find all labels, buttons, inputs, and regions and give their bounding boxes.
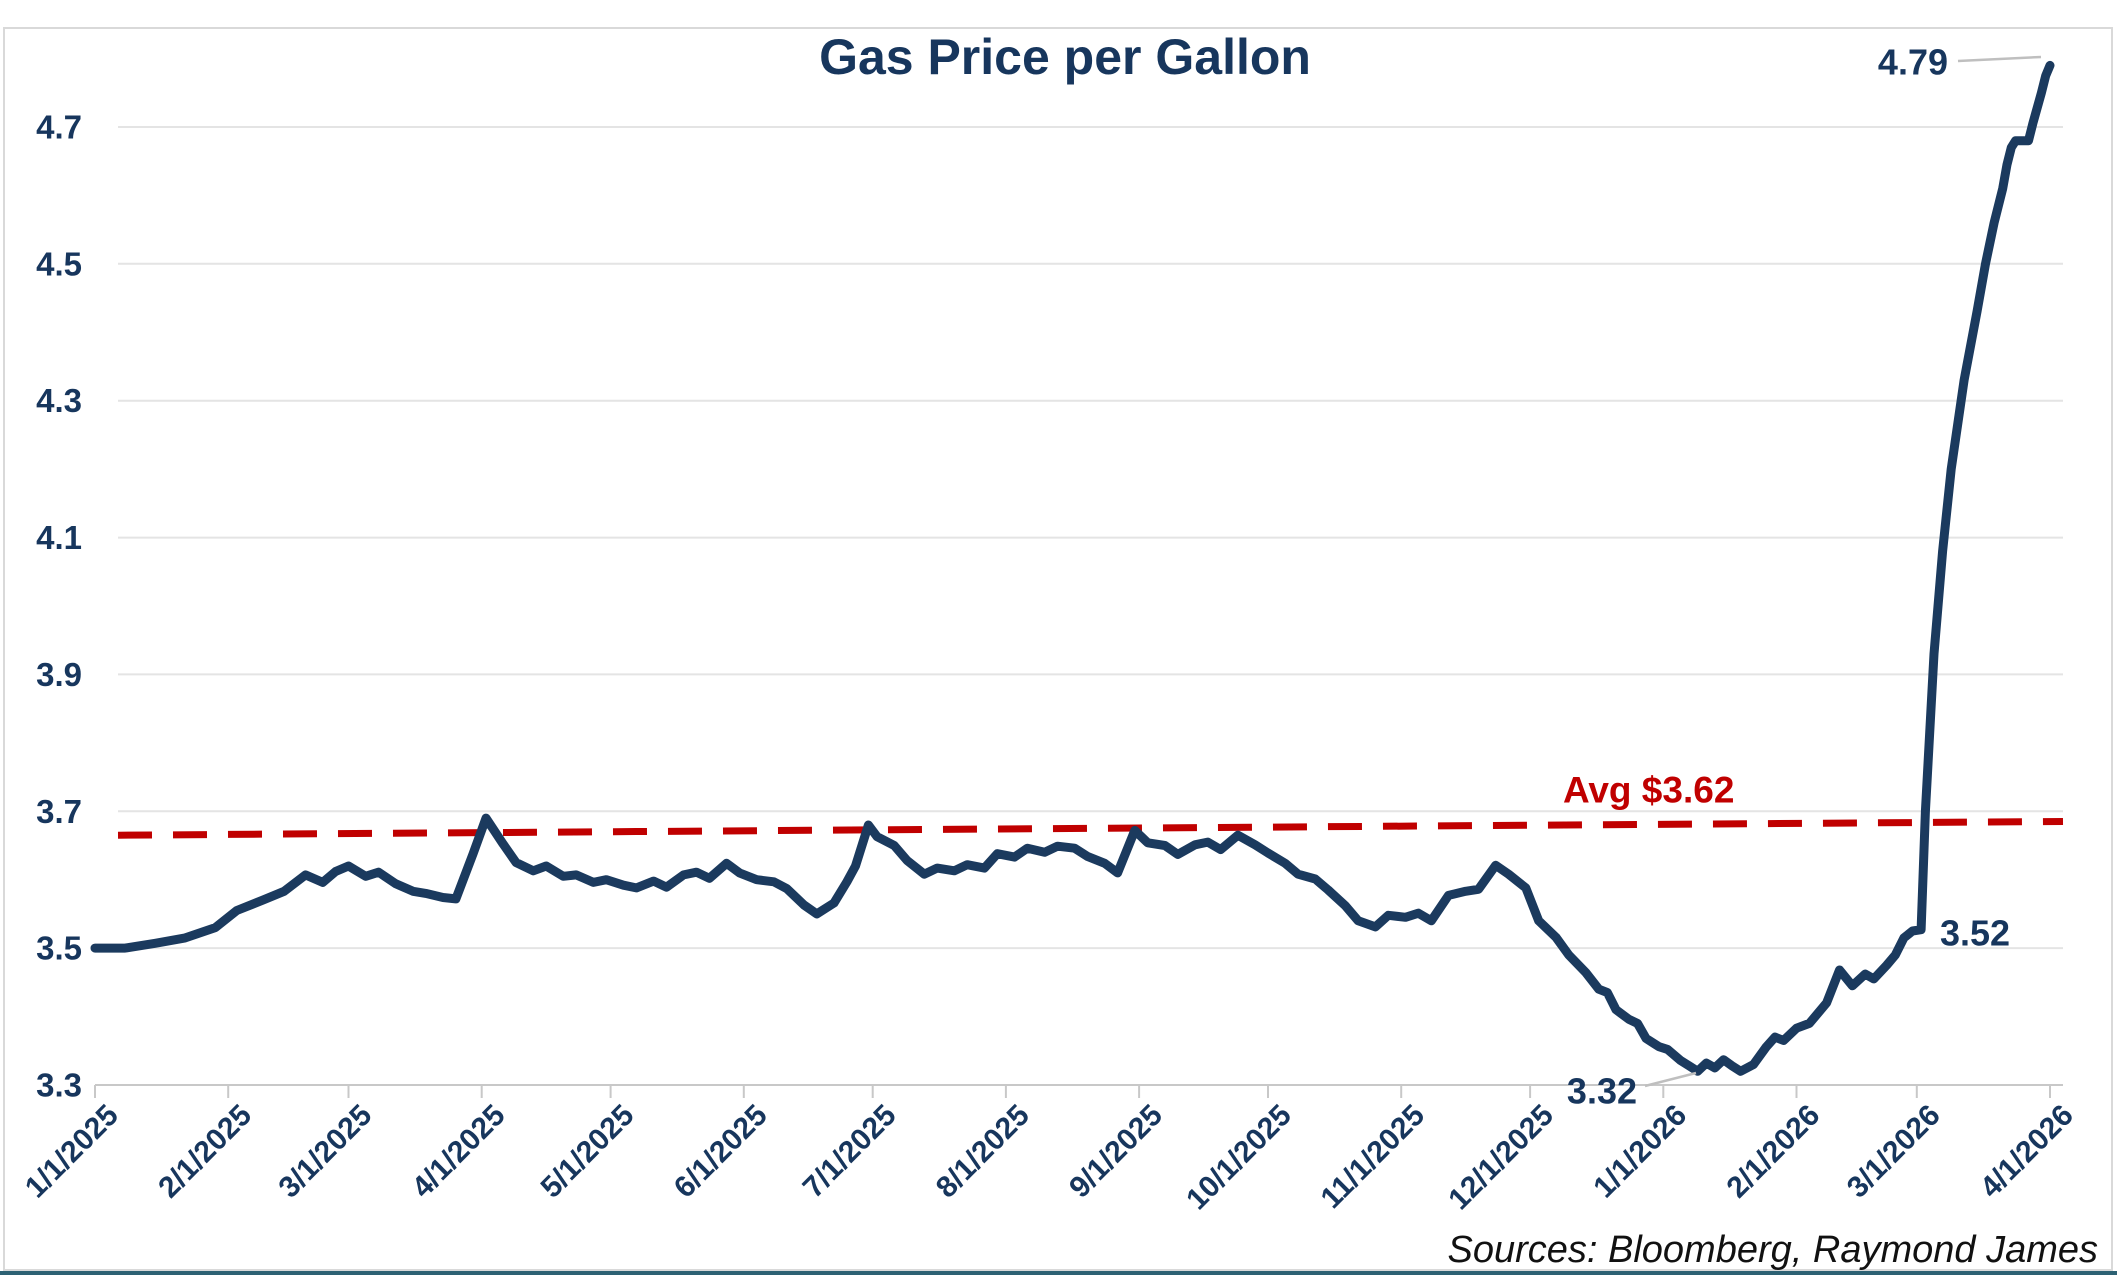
y-tick-label: 4.5 xyxy=(36,245,82,282)
y-tick-label: 4.7 xyxy=(36,109,82,146)
x-axis-ticks xyxy=(94,1085,2051,1098)
average-line xyxy=(117,818,2064,839)
average-line-label: Avg $3.62 xyxy=(1563,770,1734,811)
gridlines xyxy=(95,126,2063,1086)
annotation-final-high: 4.79 xyxy=(1878,42,1948,83)
y-tick-label: 3.5 xyxy=(36,930,82,967)
y-tick-label: 3.9 xyxy=(36,656,82,693)
annotation-low-leader-line xyxy=(1644,1071,1697,1088)
y-tick-label: 4.1 xyxy=(36,519,82,556)
y-axis-labels: 3.3 3.5 3.7 3.9 4.1 4.3 4.5 4.7 xyxy=(36,109,82,1104)
annotation-minimum: 3.32 xyxy=(1567,1071,1637,1112)
chart-title: Gas Price per Gallon xyxy=(819,29,1311,85)
chart-border xyxy=(3,27,2113,1271)
y-tick-label: 3.3 xyxy=(36,1067,82,1104)
price-line xyxy=(90,60,2055,1076)
y-tick-label: 4.3 xyxy=(36,382,82,419)
source-note: Sources: Bloomberg, Raymond James xyxy=(1447,1229,2098,1271)
annotation-pre-spike: 3.52 xyxy=(1940,913,2010,954)
annotation-high-leader-line xyxy=(1957,55,2042,63)
bottom-edge xyxy=(0,1271,2117,1275)
y-tick-label: 3.7 xyxy=(36,793,82,830)
